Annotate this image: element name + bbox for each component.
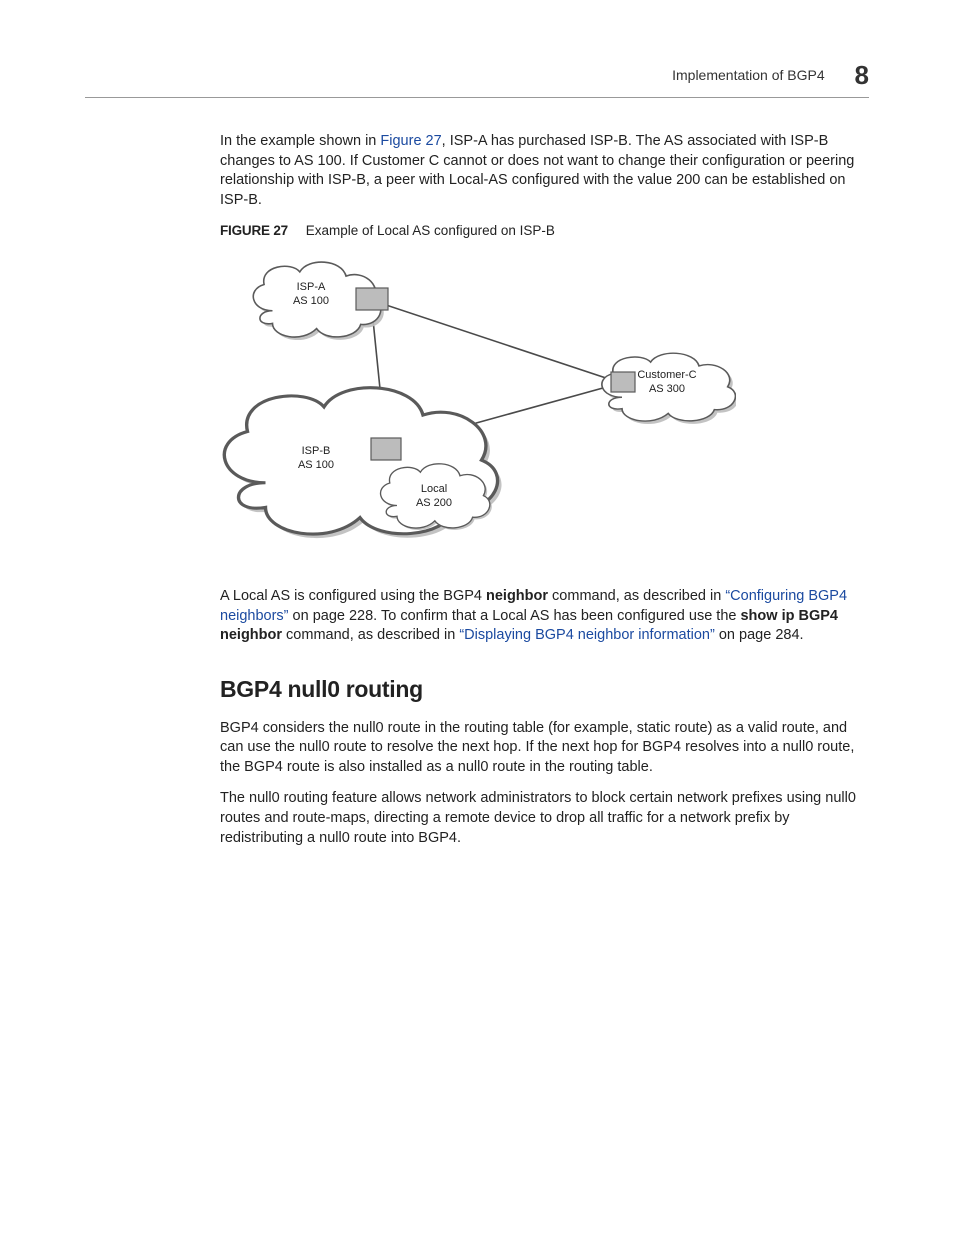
local-as: AS 200 [416,497,452,509]
p2-bold1: neighbor [486,588,548,604]
header-title: Implementation of BGP4 [672,67,825,83]
section-p1: BGP4 considers the null0 route in the ro… [220,719,869,778]
section-heading: BGP4 null0 routing [220,674,869,705]
local-as-diagram: ISP-A AS 100 Customer-C AS 300 ISP-B AS … [216,248,736,568]
router-icon [356,288,388,310]
local-name: Local [421,483,447,495]
node-isp-b: ISP-B AS 100 Local AS 200 [224,388,501,538]
displaying-neighbor-info-link[interactable]: “Displaying BGP4 neighbor information” [459,627,715,643]
node-customer-c: Customer-C AS 300 [602,354,736,425]
cust-c-name: Customer-C [637,369,696,381]
p2-t4: command, as described in [282,627,459,643]
edge-ispa-custc [371,300,621,383]
isp-a-as: AS 100 [293,295,329,307]
cust-c-as: AS 300 [649,383,685,395]
p2-t3: on page 228. To confirm that a Local AS … [289,608,741,624]
p2-t5: on page 284. [715,627,804,643]
figure-caption: FIGURE 27 Example of Local AS configured… [220,222,869,240]
router-icon [371,438,401,460]
isp-b-name: ISP-B [302,445,331,457]
intro-text-1: In the example shown in [220,133,380,149]
node-isp-a: ISP-A AS 100 [253,263,388,341]
p2-t2: command, as described in [548,588,725,604]
router-icon [611,372,635,392]
isp-b-as: AS 100 [298,459,334,471]
header-rule [85,97,869,98]
figure-link[interactable]: Figure 27 [380,133,441,149]
intro-paragraph: In the example shown in Figure 27, ISP-A… [220,132,869,210]
post-figure-paragraph: A Local AS is configured using the BGP4 … [220,587,869,646]
page: Implementation of BGP4 8 In the example … [0,0,954,1235]
page-body: In the example shown in Figure 27, ISP-A… [220,132,869,848]
running-header: Implementation of BGP4 8 [85,60,869,91]
figure-caption-text: Example of Local AS configured on ISP-B [306,223,555,238]
figure-label: FIGURE 27 [220,223,288,238]
isp-a-name: ISP-A [297,281,326,293]
p2-t1: A Local AS is configured using the BGP4 [220,588,486,604]
section-p2: The null0 routing feature allows network… [220,789,869,848]
chapter-number: 8 [855,60,869,91]
